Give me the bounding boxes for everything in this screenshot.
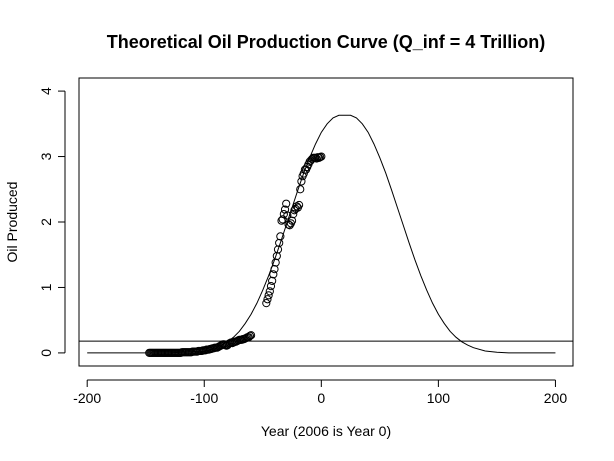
y-axis: 0 1 2 3 4 [38,87,66,357]
observed-point [275,238,284,248]
x-tick-label: 0 [317,390,325,406]
plot-frame [78,77,574,367]
y-tick-label: 4 [38,87,54,95]
y-tick-label: 1 [38,283,54,291]
observed-point [296,185,305,194]
observed-point [273,245,283,254]
observed-point [282,199,291,208]
chart-title: Theoretical Oil Production Curve (Q_inf … [107,32,546,52]
observed-point [294,200,304,210]
observed-point [271,258,280,267]
observed-point [289,210,298,219]
observed-point [297,177,306,186]
observed-point [265,287,274,296]
observed-point [299,169,308,178]
observed-point [283,211,292,220]
observed-point [287,216,297,225]
x-tick-label: -200 [73,390,101,406]
observed-point [317,152,326,161]
observed-point [314,153,324,162]
observed-point [246,331,256,340]
observed-point [316,153,325,162]
y-axis-label: Oil Produced [4,182,20,263]
x-tick-label: -100 [190,390,218,406]
observed-point [268,276,277,286]
y-tick-label: 3 [38,152,54,160]
observed-point [285,221,294,230]
observed-point [313,153,322,162]
observed-point [262,299,271,308]
observed-point [263,295,272,304]
observed-point [244,333,253,342]
observed-point [264,291,273,300]
observed-point [279,210,288,219]
x-axis: -200 -100 0 100 200 [73,379,568,406]
observed-point [280,205,290,214]
observed-point [269,270,278,279]
x-axis-label: Year (2006 is Year 0) [261,423,391,439]
observed-point [245,331,255,340]
x-tick-label: 200 [544,390,568,406]
observed-point [266,282,276,291]
y-tick-label: 0 [38,349,54,357]
observed-point [276,232,285,241]
x-tick-label: 100 [427,390,451,406]
observed-point [270,265,279,274]
plot-region [79,114,573,358]
observed-point [292,202,301,211]
observed-point [272,251,281,261]
y-tick-label: 2 [38,218,54,226]
